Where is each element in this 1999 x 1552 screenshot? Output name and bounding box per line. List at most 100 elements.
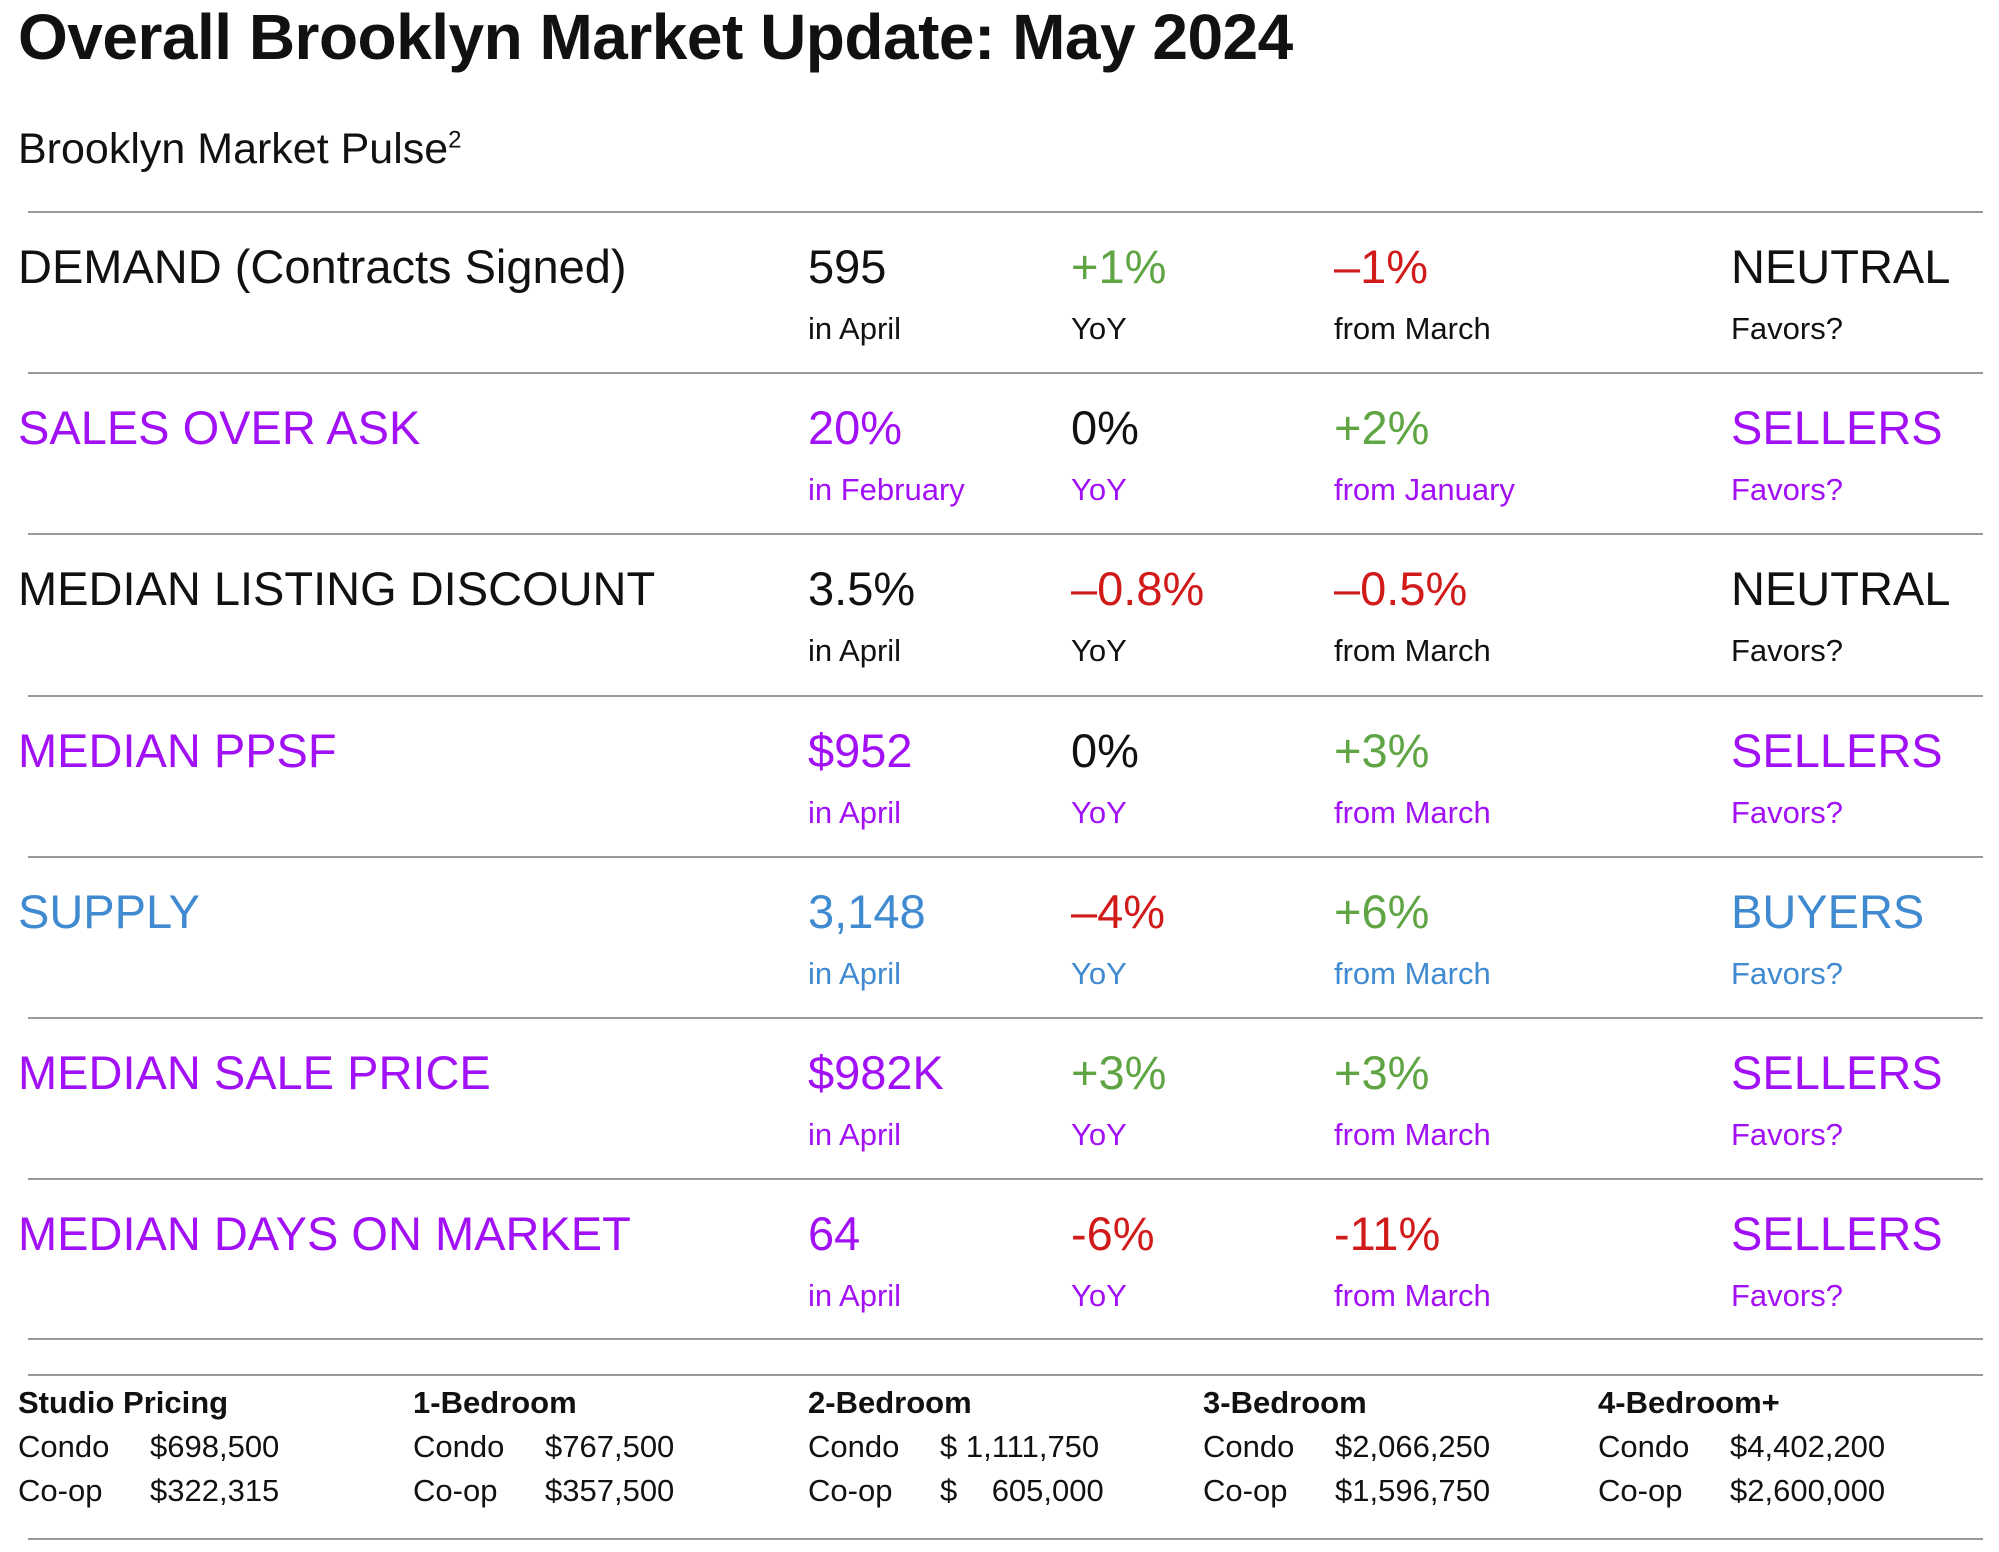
pricing-condo-line: Condo $698,500 xyxy=(18,1429,413,1469)
condo-label: Condo xyxy=(18,1429,110,1464)
metric-yoy-change: 0% xyxy=(1071,724,1139,777)
metric-row-supply: SUPPLY 3,148 in April –4% YoY +6% from M… xyxy=(0,856,1999,1016)
coop-price: $322,315 xyxy=(150,1473,280,1508)
metric-label: MEDIAN PPSF xyxy=(18,724,337,777)
pricing-heading: 1-Bedroom xyxy=(413,1385,577,1420)
coop-price: $357,500 xyxy=(545,1473,675,1508)
metric-favor: SELLERS xyxy=(1731,724,1943,777)
coop-price: $1,596,750 xyxy=(1335,1473,1491,1508)
metric-label: DEMAND (Contracts Signed) xyxy=(18,240,627,293)
metric-value: 3,148 xyxy=(808,885,926,938)
pricing-heading: 4-Bedroom+ xyxy=(1598,1385,1780,1420)
metric-yoy-change: +3% xyxy=(1071,1046,1167,1099)
subtitle-text: Brooklyn Market Pulse xyxy=(18,125,449,173)
metric-favor-label: Favors? xyxy=(1731,795,1843,830)
condo-price: $2,066,250 xyxy=(1335,1429,1491,1464)
metric-mom-label: from March xyxy=(1334,1117,1491,1152)
metric-favor-label: Favors? xyxy=(1731,633,1843,668)
section-subtitle: Brooklyn Market Pulse2 xyxy=(18,125,462,174)
metric-period: in April xyxy=(808,311,902,346)
metric-favor-label: Favors? xyxy=(1731,956,1843,991)
condo-price: $767,500 xyxy=(545,1429,675,1464)
metric-favor-label: Favors? xyxy=(1731,1278,1843,1313)
pricing-coop-line: Co-op $357,500 xyxy=(413,1473,808,1513)
condo-price: $698,500 xyxy=(150,1429,280,1464)
divider xyxy=(28,1374,1983,1376)
metric-value: 20% xyxy=(808,401,903,454)
metric-mom-label: from January xyxy=(1334,472,1515,507)
metric-yoy-label: YoY xyxy=(1071,472,1127,507)
metric-mom-change: +3% xyxy=(1334,1046,1430,1099)
divider xyxy=(28,1338,1983,1340)
pricing-studio: Studio Pricing Condo $698,500 Co-op $322… xyxy=(18,1385,413,1515)
divider xyxy=(28,211,1983,213)
pricing-coop-line: Co-op $2,600,000 xyxy=(1598,1473,1993,1513)
pricing-condo-line: Condo $ 1,111,750 xyxy=(808,1429,1203,1469)
metric-favor: BUYERS xyxy=(1731,885,1925,938)
metric-mom-change: +6% xyxy=(1334,885,1430,938)
pricing-heading: Studio Pricing xyxy=(18,1385,229,1420)
divider xyxy=(28,533,1983,535)
metric-row-listing-discount: MEDIAN LISTING DISCOUNT 3.5% in April –0… xyxy=(0,533,1999,693)
pricing-condo-line: Condo $4,402,200 xyxy=(1598,1429,1993,1469)
metric-yoy-label: YoY xyxy=(1071,633,1127,668)
pricing-heading: 2-Bedroom xyxy=(808,1385,972,1420)
divider xyxy=(28,695,1983,697)
metric-yoy-label: YoY xyxy=(1071,311,1127,346)
pricing-1-bedroom: 1-Bedroom Condo $767,500 Co-op $357,500 xyxy=(413,1385,808,1515)
divider xyxy=(28,372,1983,374)
metric-yoy-label: YoY xyxy=(1071,795,1127,830)
pricing-condo-line: Condo $767,500 xyxy=(413,1429,808,1469)
metric-favor: NEUTRAL xyxy=(1731,562,1951,615)
condo-label: Condo xyxy=(1203,1429,1295,1464)
coop-label: Co-op xyxy=(808,1473,893,1508)
metric-label: SALES OVER ASK xyxy=(18,401,421,454)
metric-period: in April xyxy=(808,1117,902,1152)
metric-value: 64 xyxy=(808,1207,861,1260)
metric-period: in April xyxy=(808,795,902,830)
pricing-4-bedroom-plus: 4-Bedroom+ Condo $4,402,200 Co-op $2,600… xyxy=(1598,1385,1993,1515)
metric-yoy-label: YoY xyxy=(1071,1117,1127,1152)
coop-price: $ 605,000 xyxy=(940,1473,1104,1508)
pricing-2-bedroom: 2-Bedroom Condo $ 1,111,750 Co-op $ 605,… xyxy=(808,1385,1203,1515)
metric-mom-change: –1% xyxy=(1334,240,1429,293)
metric-favor-label: Favors? xyxy=(1731,1117,1843,1152)
divider xyxy=(28,1538,1983,1540)
footnote-marker: 2 xyxy=(448,126,462,154)
metric-favor-label: Favors? xyxy=(1731,472,1843,507)
metric-value: 595 xyxy=(808,240,887,293)
condo-price: $ 1,111,750 xyxy=(940,1429,1100,1464)
pricing-3-bedroom: 3-Bedroom Condo $2,066,250 Co-op $1,596,… xyxy=(1203,1385,1598,1515)
coop-label: Co-op xyxy=(18,1473,103,1508)
metric-yoy-change: –0.8% xyxy=(1071,562,1205,615)
metric-row-sales-over-ask: SALES OVER ASK 20% in February 0% YoY +2… xyxy=(0,372,1999,532)
pricing-coop-line: Co-op $322,315 xyxy=(18,1473,413,1513)
metric-value: $952 xyxy=(808,724,913,777)
divider xyxy=(28,856,1983,858)
metric-favor: NEUTRAL xyxy=(1731,240,1951,293)
metric-row-demand: DEMAND (Contracts Signed) 595 in April +… xyxy=(0,211,1999,371)
metric-label: SUPPLY xyxy=(18,885,200,938)
metric-mom-change: -11% xyxy=(1334,1207,1441,1260)
metric-yoy-change: +1% xyxy=(1071,240,1167,293)
metric-row-sale-price: MEDIAN SALE PRICE $982K in April +3% YoY… xyxy=(0,1017,1999,1177)
coop-label: Co-op xyxy=(1598,1473,1683,1508)
metric-row-ppsf: MEDIAN PPSF $952 in April 0% YoY +3% fro… xyxy=(0,695,1999,855)
metric-favor: SELLERS xyxy=(1731,1046,1943,1099)
coop-label: Co-op xyxy=(413,1473,498,1508)
metric-mom-label: from March xyxy=(1334,956,1491,991)
metric-mom-label: from March xyxy=(1334,633,1491,668)
condo-label: Condo xyxy=(1598,1429,1690,1464)
condo-label: Condo xyxy=(808,1429,900,1464)
divider xyxy=(28,1178,1983,1180)
metric-mom-label: from March xyxy=(1334,795,1491,830)
metric-period: in February xyxy=(808,472,965,507)
metric-label: MEDIAN SALE PRICE xyxy=(18,1046,491,1099)
page-title: Overall Brooklyn Market Update: May 2024 xyxy=(18,1,1293,73)
metric-value: $982K xyxy=(808,1046,944,1099)
metric-favor: SELLERS xyxy=(1731,401,1943,454)
metric-mom-label: from March xyxy=(1334,311,1491,346)
coop-label: Co-op xyxy=(1203,1473,1288,1508)
metric-mom-label: from March xyxy=(1334,1278,1491,1313)
metric-favor-label: Favors? xyxy=(1731,311,1843,346)
